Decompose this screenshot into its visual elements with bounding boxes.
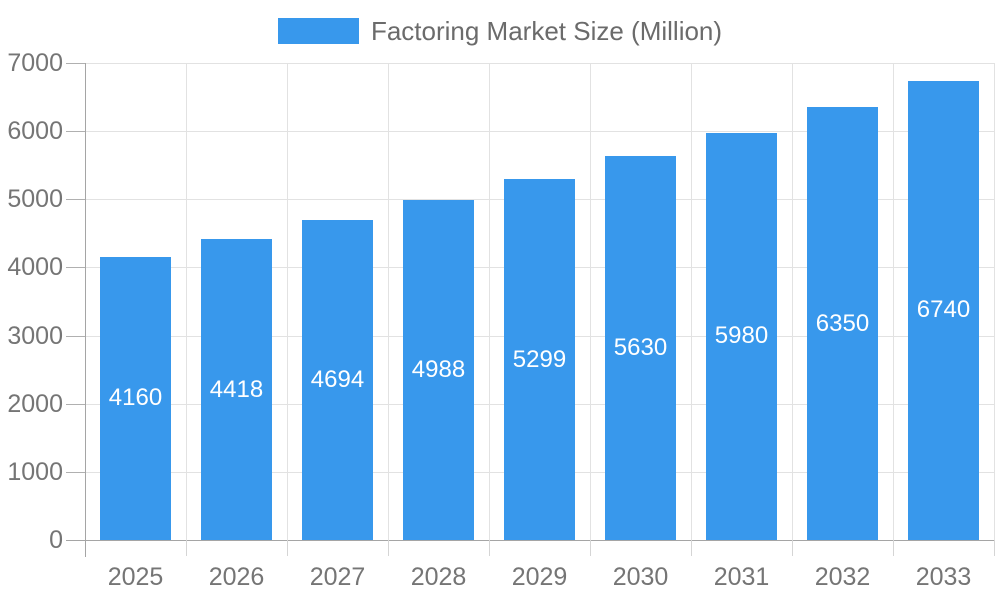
v-gridline [287,63,288,540]
x-tick-label: 2032 [814,563,871,591]
bar-value-label: 4694 [310,366,365,394]
bar-value-label: 5980 [714,322,769,350]
v-gridline [590,63,591,540]
bar-value-label: 5630 [613,334,668,362]
y-tick-mark [66,471,85,473]
x-tick-mark [186,540,187,556]
x-tick-mark [388,540,389,556]
x-tick-label: 2030 [612,563,669,591]
y-tick-mark [66,131,85,133]
y-tick-label: 5000 [7,185,63,214]
y-tick-label: 0 [49,526,63,554]
x-tick-mark [287,540,288,556]
bar-value-label: 4418 [209,375,264,403]
bar[interactable] [504,178,575,540]
x-tick-mark [893,540,894,556]
x-tick-label: 2033 [915,563,972,591]
h-gridline [85,63,994,64]
h-gridline [85,131,994,133]
x-axis-line [66,540,994,541]
x-tick-label: 2028 [410,563,467,591]
x-tick-label: 2031 [713,563,770,591]
y-tick-label: 2000 [7,389,63,418]
bar[interactable] [807,107,878,540]
y-tick-label: 7000 [7,49,63,77]
bar-value-label: 5299 [512,345,567,373]
x-tick-label: 2025 [107,563,164,591]
x-tick-label: 2029 [511,563,568,591]
x-tick-label: 2026 [208,563,265,591]
bar[interactable] [302,220,373,540]
x-tick-mark [691,540,692,556]
v-gridline [388,63,389,540]
bar-value-label: 6350 [815,309,870,337]
y-tick-label: 6000 [7,117,63,146]
y-axis-line [85,63,86,557]
bar[interactable] [403,200,474,540]
y-tick-label: 1000 [7,457,63,486]
bar[interactable] [100,256,171,540]
bar[interactable] [908,80,979,540]
v-gridline [994,63,995,540]
x-tick-mark [489,540,490,556]
legend-item[interactable]: Factoring Market Size (Million) [0,17,1000,45]
legend-swatch-icon [277,18,359,44]
bar-value-label: 6740 [916,296,971,324]
y-tick-mark [66,63,85,64]
v-gridline [489,63,490,540]
y-tick-mark [66,267,85,269]
v-gridline [691,63,692,540]
x-tick-mark [792,540,793,556]
v-gridline [186,63,187,540]
bar[interactable] [706,132,777,540]
y-tick-label: 3000 [7,321,63,350]
x-tick-label: 2027 [309,563,366,591]
legend-label: Factoring Market Size (Million) [370,16,723,46]
bar-value-label: 4988 [411,356,466,384]
x-tick-mark [590,540,591,556]
y-tick-mark [66,335,85,337]
bar[interactable] [201,238,272,540]
bar-value-label: 4160 [108,384,163,412]
bar[interactable] [605,156,676,540]
v-gridline [893,63,894,540]
x-tick-mark [994,540,995,556]
y-tick-mark [66,403,85,405]
v-gridline [792,63,793,540]
y-tick-mark [66,199,85,201]
y-tick-label: 4000 [7,253,63,282]
